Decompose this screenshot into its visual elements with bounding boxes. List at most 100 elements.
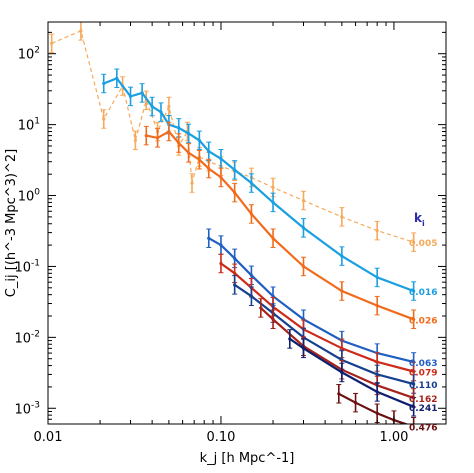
data-point: [207, 236, 211, 240]
data-point: [197, 138, 201, 142]
data-point: [340, 289, 344, 293]
data-point: [288, 337, 292, 341]
series-line-0.063: [208, 237, 414, 363]
data-point: [375, 229, 379, 233]
data-point: [159, 110, 163, 114]
data-point: [190, 181, 194, 185]
data-point: [301, 198, 306, 203]
data-point: [271, 200, 275, 205]
data-point: [233, 256, 237, 260]
x-axis-label: k_j [h Mpc^-1]: [200, 451, 295, 466]
x-tick-label: 0.01: [34, 430, 63, 445]
y-tick-label: 102: [18, 46, 40, 63]
data-point: [115, 76, 119, 80]
data-point: [102, 117, 106, 121]
series-line-0.162: [260, 307, 414, 399]
data-point: [155, 136, 160, 140]
data-point: [219, 175, 223, 180]
data-point: [375, 372, 379, 377]
y-tick-label: 101: [18, 117, 40, 134]
series-label-0.110: 0.110: [409, 381, 437, 391]
data-point: [375, 360, 379, 364]
series-line-0.005: [51, 30, 414, 243]
data-point: [271, 236, 275, 240]
data-point: [197, 158, 201, 162]
legend-title: ki: [414, 211, 425, 228]
data-point: [375, 275, 379, 280]
series-label-0.476: 0.476: [409, 424, 437, 434]
data-point: [207, 149, 211, 153]
data-point: [177, 126, 181, 130]
data-point: [128, 94, 133, 99]
series-group: [49, 22, 417, 424]
series-line-0.026: [146, 130, 414, 321]
data-point: [271, 317, 275, 321]
series-label-0.079: 0.079: [409, 368, 437, 378]
series-label-0.026: 0.026: [409, 316, 437, 326]
data-point: [219, 243, 223, 247]
y-tick-label: 10-3: [14, 400, 40, 417]
y-tick-label: 100: [18, 188, 41, 205]
data-point: [140, 91, 144, 95]
plot-area: [49, 22, 417, 424]
data-point: [233, 283, 237, 287]
data-point: [133, 138, 137, 142]
data-point: [167, 104, 171, 109]
data-point: [187, 131, 191, 136]
data-point: [249, 212, 254, 216]
data-point: [271, 185, 275, 190]
y-axis-label: C_ij [(h^-3 Mpc^3)^2]: [4, 149, 19, 297]
data-point: [102, 81, 106, 86]
data-point: [301, 346, 306, 350]
data-point: [249, 181, 254, 185]
axis-ticks: 0.01 0.10 1.00 10-3 10-2 10-1 100 101 102: [14, 22, 447, 445]
series-label-0.063: 0.063: [409, 359, 437, 369]
data-point: [340, 215, 344, 219]
x-tick-label: 0.10: [206, 430, 235, 445]
data-point: [375, 411, 379, 415]
data-point: [412, 382, 416, 386]
data-point: [144, 134, 148, 138]
data-point: [412, 369, 416, 374]
data-point: [177, 141, 181, 145]
data-point: [340, 346, 344, 350]
data-point: [340, 254, 344, 258]
data-point: [219, 261, 223, 266]
data-point: [50, 41, 54, 45]
x-tick-label: 1.00: [379, 430, 408, 445]
data-point: [249, 273, 254, 277]
data-point: [259, 306, 263, 310]
series-line-0.476: [338, 392, 410, 424]
plot-frame: [47, 21, 447, 425]
series-line-0.079: [220, 262, 414, 373]
data-point: [219, 157, 223, 161]
data-point: [79, 29, 83, 33]
data-point: [249, 294, 254, 298]
data-point: [337, 392, 341, 396]
data-point: [412, 289, 416, 293]
data-point: [412, 405, 416, 409]
data-point: [233, 168, 237, 172]
y-tick-label: 10-1: [14, 258, 40, 275]
series-label-0.016: 0.016: [409, 288, 437, 298]
series-label-0.162: 0.162: [409, 395, 437, 405]
data-point: [301, 226, 306, 230]
y-tick-label: 10-2: [14, 329, 40, 346]
data-point: [233, 190, 237, 195]
data-point: [207, 166, 211, 171]
data-point: [340, 370, 344, 375]
data-point: [353, 401, 358, 405]
data-point: [187, 151, 191, 155]
data-point: [412, 317, 416, 321]
data-point: [412, 240, 416, 244]
data-point: [375, 390, 379, 394]
series-label-0.241: 0.241: [409, 404, 437, 414]
series-label-0.005: 0.005: [409, 239, 437, 249]
data-point: [233, 271, 237, 275]
data-point: [150, 104, 154, 109]
data-point: [375, 304, 379, 308]
data-point: [167, 129, 171, 134]
data-point: [301, 264, 306, 269]
